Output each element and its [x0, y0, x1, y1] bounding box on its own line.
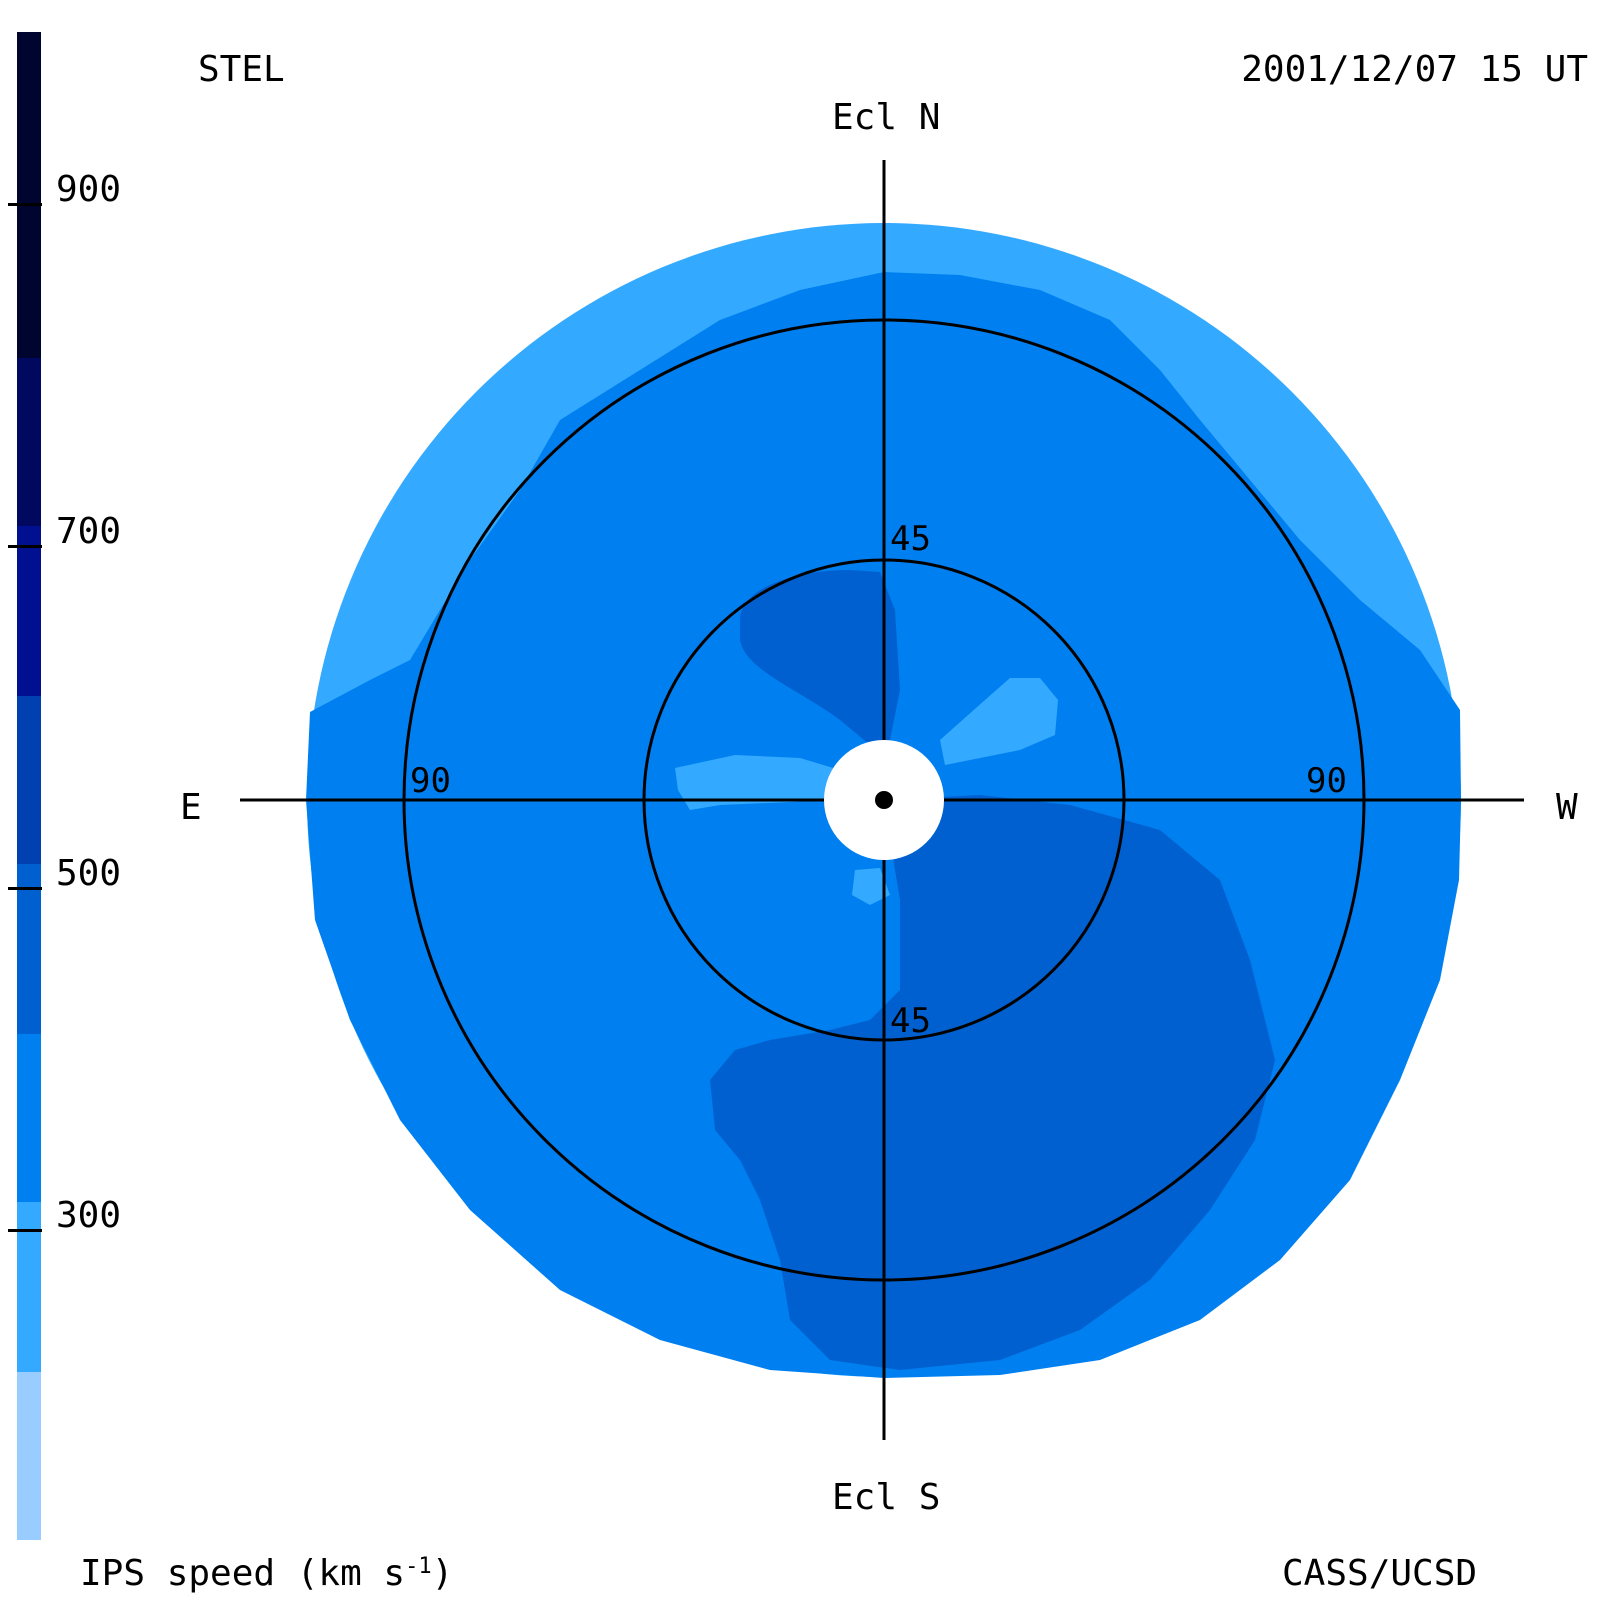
colorbar-band-900-1000 [17, 32, 41, 358]
colorbar-tick-300 [8, 1229, 42, 1232]
colorbar-tick-500 [8, 887, 42, 890]
colorbar-title-exponent: -1 [405, 1554, 432, 1579]
colorbar-band-800-900 [17, 357, 41, 526]
ring-label-45-top: 45 [890, 519, 931, 559]
colorbar-band-500-600 [17, 863, 41, 1034]
ring-label-90-left: 90 [410, 761, 451, 801]
map-slow-patch-south [852, 868, 890, 905]
colorbar-label-300: 300 [56, 1195, 122, 1236]
map-fast-region-north [740, 570, 900, 745]
colorbar-label-700: 700 [56, 511, 122, 552]
ring-label-45-bottom: 45 [890, 1001, 931, 1041]
colorbar-band-600-700 [17, 695, 41, 864]
colorbar-label-500: 500 [56, 853, 122, 894]
colorbar-title-text: IPS speed (km s [80, 1553, 406, 1594]
colorbar-tick-700 [8, 545, 42, 548]
colorbar-label-900: 900 [56, 169, 122, 210]
map-fast-region-southwest [710, 795, 1275, 1370]
west-label: W [1556, 787, 1578, 828]
colorbar-title: IPS speed (km s-1) [80, 1556, 453, 1592]
sun-center-marker [875, 791, 893, 809]
datetime-label: 2001/12/07 15 UT [1241, 49, 1588, 90]
colorbar-title-end: ) [431, 1553, 454, 1594]
ring-label-90-right: 90 [1306, 761, 1347, 801]
colorbar-band-400-500 [17, 1033, 41, 1202]
colorbar-band-200-300 [17, 1371, 41, 1540]
east-label: E [180, 787, 202, 828]
credit-label: CASS/UCSD [1282, 1553, 1478, 1594]
map-slow-streamer-northwest [940, 678, 1058, 765]
colorbar-tick-900 [8, 203, 42, 206]
north-label: Ecl N [832, 97, 941, 138]
station-label: STEL [198, 49, 285, 90]
map-slow-streamer-east [675, 755, 840, 810]
south-label: Ecl S [832, 1477, 941, 1518]
colorbar-band-700-800 [17, 525, 41, 696]
